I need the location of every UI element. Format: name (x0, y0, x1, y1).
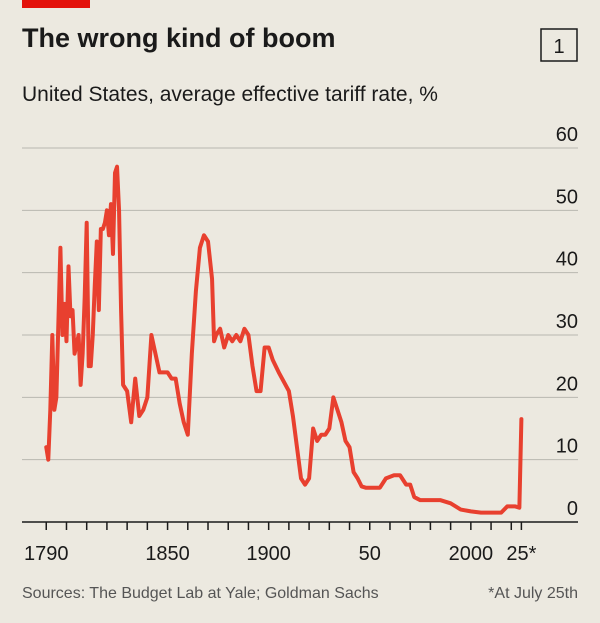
x-tick-label: 25* (506, 543, 536, 565)
chart-title: The wrong kind of boom (22, 23, 335, 53)
chart-subtitle: United States, average effective tariff … (22, 83, 438, 106)
note: *At July 25th (488, 585, 578, 602)
chart-number-box (540, 28, 578, 62)
brand-bar (22, 0, 90, 8)
y-tick-label: 30 (556, 311, 578, 333)
x-tick-label: 50 (359, 543, 381, 565)
y-tick-label: 40 (556, 249, 578, 271)
x-tick-label: 2000 (449, 543, 494, 565)
x-tick-label: 1850 (145, 543, 190, 565)
chart-number: 1 (553, 36, 564, 58)
x-tick-label: 1900 (246, 543, 291, 565)
y-tick-label: 10 (556, 436, 578, 458)
y-tick-label: 50 (556, 186, 578, 208)
y-tick-label: 20 (556, 373, 578, 395)
source: Sources: The Budget Lab at Yale; Goldman… (22, 585, 379, 602)
y-tick-label: 60 (556, 124, 578, 146)
y-tick-label: 0 (567, 498, 578, 520)
series-line (44, 164, 524, 515)
x-tick-label: 1790 (24, 543, 69, 565)
